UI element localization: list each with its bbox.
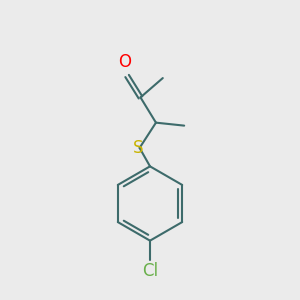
Text: S: S: [133, 139, 143, 157]
Text: O: O: [118, 52, 130, 70]
Text: Cl: Cl: [142, 262, 158, 280]
